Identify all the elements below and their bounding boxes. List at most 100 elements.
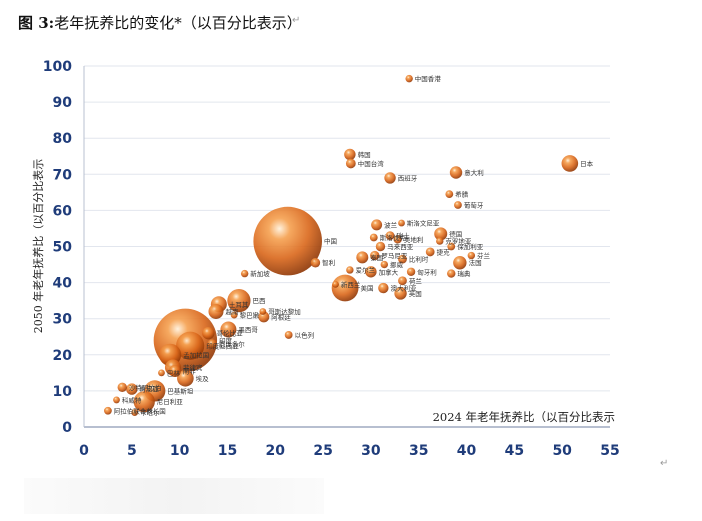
bubble (398, 219, 405, 227)
bubble (436, 237, 444, 245)
y-tick-label: 60 (53, 203, 73, 219)
bubble (345, 158, 356, 169)
bubble (453, 256, 467, 270)
bubble (447, 269, 456, 278)
bubble (393, 235, 402, 244)
bubble (375, 241, 386, 252)
bubble-label: 埃及 (196, 374, 210, 383)
y-tick-label: 70 (53, 167, 73, 183)
bubble-label: 德国 (449, 229, 462, 238)
y-tick-label: 100 (43, 59, 72, 75)
y-tick-label: 80 (53, 131, 73, 147)
bubble (220, 321, 237, 338)
bubble (227, 289, 251, 313)
bubble-label: 阿根廷 (271, 312, 291, 321)
bubble (284, 331, 293, 339)
bubble (385, 231, 395, 241)
figure-caption: 图 3:老年抚养比的变化*（以百分比表示） (18, 12, 302, 33)
bubble-label: 美国 (361, 284, 374, 293)
bubble-label: 波兰 (384, 220, 398, 229)
bubble (168, 365, 181, 378)
bubble-label: 科威特 (122, 395, 142, 404)
bubble-label: 中国 (324, 237, 337, 246)
bubble-label: 新西兰 (341, 280, 361, 289)
bubble-label: 黎巴嫩 (240, 311, 260, 320)
x-tick-label: 55 (600, 443, 619, 459)
bubble-label: 斯洛伐克 (380, 233, 407, 242)
bubble-label: 智利 (322, 258, 335, 267)
bubble (398, 276, 407, 286)
bubble (445, 190, 454, 199)
bubble-label: 孟加拉国 (183, 350, 209, 359)
bubble-label: 奥地利 (404, 235, 424, 244)
bubble-label: 澳大利亚 (391, 284, 418, 293)
bubble-label: 意大利 (464, 168, 484, 177)
y-tick-label: 10 (53, 384, 73, 400)
bubble-label: 印度 (219, 336, 233, 345)
bubble (208, 303, 224, 319)
bubble (365, 266, 377, 278)
bubble-label: 瑞士 (397, 231, 411, 240)
bubble-label: 南非 (183, 367, 197, 376)
x-tick-label: 40 (457, 443, 477, 459)
bubble (202, 326, 215, 340)
bubble (356, 251, 369, 264)
bubble-label: 保加利亚 (457, 242, 484, 251)
bubble-label: 芬兰 (477, 251, 491, 260)
y-tick-label: 20 (53, 348, 73, 364)
bubble-label: 日本 (580, 159, 594, 168)
bubble (405, 74, 413, 83)
x-tick-label: 20 (266, 443, 286, 459)
paragraph-mark: ↵ (660, 458, 669, 469)
y-tick-label: 40 (53, 276, 73, 292)
bubble (158, 369, 165, 377)
bubble (467, 251, 476, 260)
x-tick-label: 25 (313, 443, 332, 459)
x-tick-label: 0 (79, 443, 89, 459)
bubble (131, 409, 139, 416)
bubble (113, 396, 120, 404)
bubble-label: 罗马尼亚 (381, 252, 408, 260)
x-tick-labels: 0 5 10 15 20 25 30 35 40 45 50 55 (79, 443, 620, 459)
bubble (425, 247, 435, 257)
bubble (332, 281, 339, 288)
bubble-label: 巴林 (167, 368, 181, 377)
bubble-label: 肯尼亚 (140, 385, 160, 394)
bubble-label: 爱尔兰 (356, 266, 376, 275)
bubble-label: 厄瓜多尔 (219, 340, 246, 349)
bubble-label: 沙特阿拉伯 (129, 383, 162, 392)
bubble-label: 匈牙利 (417, 267, 437, 276)
bubble-label: 新加坡 (250, 269, 270, 278)
bubble (394, 287, 407, 300)
bubble-label: 巴西 (253, 297, 267, 305)
bubble-label: 中国台湾 (358, 159, 385, 168)
y-tick-label: 30 (53, 312, 73, 328)
bubble-label: 印度尼西亚 (206, 341, 239, 350)
bubble (230, 311, 238, 319)
figure-number: 图 3: (18, 14, 55, 32)
bubble-label: 菲律宾 (183, 363, 203, 372)
bubble (310, 258, 321, 268)
bubble-label: 泰国 (370, 253, 383, 262)
bubble (447, 242, 456, 251)
bubble-label: 哥伦比亚 (217, 329, 244, 338)
bubble (331, 274, 359, 302)
bubble-label: 希腊 (455, 190, 469, 199)
bubble-label: 韩国 (358, 150, 371, 159)
x-axis-label: 2024 年老年抚养比（以百分比表示 (433, 410, 615, 424)
x-tick-label: 10 (170, 443, 190, 459)
bubble (253, 206, 323, 276)
y-tick-label: 50 (53, 240, 73, 256)
bubble-label: 马来西亚 (387, 243, 414, 251)
bubble-label: 克罗地亚 (445, 237, 472, 246)
bubble (370, 250, 380, 261)
bubble-label: 巴基斯坦 (167, 386, 194, 395)
bubble (369, 233, 378, 242)
bubble-label: 西班牙 (398, 173, 418, 182)
bubble-label: 土耳其 (229, 300, 249, 309)
bubble (378, 282, 389, 294)
bubble-label: 中国香港 (415, 74, 442, 83)
y-tick-label: 90 (53, 95, 73, 111)
x-tick-label: 15 (218, 443, 237, 459)
